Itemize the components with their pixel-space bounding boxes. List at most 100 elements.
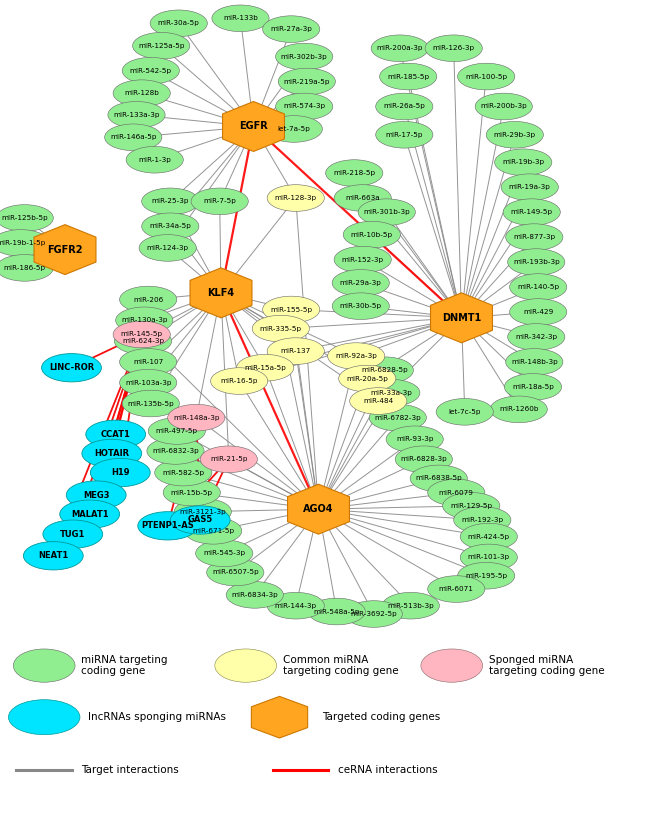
Ellipse shape [265,116,322,142]
Text: miR-1260b: miR-1260b [499,406,538,413]
Ellipse shape [425,35,482,62]
Ellipse shape [475,93,532,120]
Ellipse shape [113,80,170,106]
Text: miR-27a-3p: miR-27a-3p [270,26,312,32]
Ellipse shape [120,369,177,396]
Text: miR-6828-5p: miR-6828-5p [361,367,408,374]
Text: miR-148b-3p: miR-148b-3p [511,359,558,365]
Text: miR-155-5p: miR-155-5p [270,306,312,313]
Polygon shape [430,293,493,343]
Ellipse shape [196,540,253,567]
Ellipse shape [436,399,493,425]
Text: LINC-ROR: LINC-ROR [49,364,94,372]
Ellipse shape [504,374,562,400]
Text: miR-3692-5p: miR-3692-5p [350,611,397,617]
Text: miR-200a-3p: miR-200a-3p [376,45,423,52]
Text: miR-582-5p: miR-582-5p [162,469,204,476]
Ellipse shape [120,286,177,313]
Text: miR-484: miR-484 [363,398,393,404]
Text: MALAT1: MALAT1 [71,510,109,518]
Text: miR-26a-5p: miR-26a-5p [384,103,425,110]
Ellipse shape [207,559,264,586]
Ellipse shape [42,354,101,382]
Text: miR-877-3p: miR-877-3p [514,234,555,240]
Ellipse shape [343,221,400,248]
Text: miR-152-3p: miR-152-3p [342,256,384,263]
Text: let-7a-5p: let-7a-5p [278,126,310,132]
Text: miR-671-5p: miR-671-5p [192,527,234,534]
Ellipse shape [200,446,257,473]
Ellipse shape [460,523,517,550]
Ellipse shape [339,365,396,392]
Ellipse shape [376,121,433,148]
Text: FGFR2: FGFR2 [47,245,83,255]
Text: NEAT1: NEAT1 [38,552,68,560]
Text: miR-103a-3p: miR-103a-3p [125,379,172,386]
Ellipse shape [0,230,49,256]
Ellipse shape [428,576,485,602]
Ellipse shape [458,63,515,90]
Ellipse shape [334,185,391,211]
Text: miR-125b-5p: miR-125b-5p [1,215,48,221]
Text: miR-301b-3p: miR-301b-3p [363,209,410,215]
Text: miR-34a-5p: miR-34a-5p [150,223,191,230]
Text: miR-206: miR-206 [133,296,163,303]
Text: Targeted coding genes: Targeted coding genes [322,712,440,722]
Text: miR-6079: miR-6079 [439,489,474,496]
Ellipse shape [276,93,333,120]
Text: miR-93-3p: miR-93-3p [396,436,434,443]
Text: miR-137: miR-137 [281,348,311,354]
Text: miR-25-3p: miR-25-3p [151,198,189,205]
Ellipse shape [267,592,324,619]
Text: miR-19b-3p: miR-19b-3p [502,159,544,166]
Text: miR-20a-5p: miR-20a-5p [346,375,388,382]
Ellipse shape [237,354,294,381]
Text: miR-30a-5p: miR-30a-5p [158,20,200,27]
Text: let-7c-5p: let-7c-5p [448,409,481,415]
Ellipse shape [358,199,415,225]
Text: miR-513b-3p: miR-513b-3p [387,602,434,609]
Ellipse shape [8,700,80,735]
Ellipse shape [356,357,413,384]
Text: miR-542-5p: miR-542-5p [130,67,172,74]
Ellipse shape [148,418,205,444]
Text: miR-146a-5p: miR-146a-5p [110,134,157,141]
Ellipse shape [82,439,142,468]
Ellipse shape [90,458,150,487]
Text: miR-429: miR-429 [523,309,553,315]
Text: miR-6071: miR-6071 [439,586,474,592]
Text: miR-574-3p: miR-574-3p [283,103,325,110]
Ellipse shape [43,520,103,548]
Ellipse shape [170,506,230,534]
Polygon shape [252,696,307,738]
Ellipse shape [147,438,204,464]
Ellipse shape [508,249,565,275]
Text: miR-125a-5p: miR-125a-5p [138,42,185,49]
Ellipse shape [395,446,452,473]
Ellipse shape [155,459,212,486]
Text: CCAT1: CCAT1 [101,430,131,438]
Text: Sponged miRNA
targeting coding gene: Sponged miRNA targeting coding gene [489,655,604,676]
Text: miR-6834-3p: miR-6834-3p [231,592,278,598]
Ellipse shape [506,224,563,250]
Ellipse shape [212,5,269,32]
Text: miR-185-5p: miR-185-5p [387,73,429,80]
Text: DNMT1: DNMT1 [442,313,481,323]
Ellipse shape [191,188,248,215]
Text: miR-200b-3p: miR-200b-3p [480,103,527,110]
Text: miR-6828-3p: miR-6828-3p [400,456,447,463]
Text: miR-140-5p: miR-140-5p [517,284,559,290]
Ellipse shape [458,562,515,589]
Text: MEG3: MEG3 [83,491,109,499]
Text: Common miRNA
targeting coding gene: Common miRNA targeting coding gene [283,655,398,676]
Ellipse shape [168,404,225,431]
Polygon shape [287,484,350,534]
Text: EGFR: EGFR [239,121,268,131]
Text: miR-133a-3p: miR-133a-3p [113,111,160,118]
Ellipse shape [211,368,268,394]
Text: miR-15b-5p: miR-15b-5p [171,489,213,496]
Ellipse shape [454,507,511,533]
Ellipse shape [350,388,407,414]
Ellipse shape [328,343,385,369]
Ellipse shape [66,481,126,509]
